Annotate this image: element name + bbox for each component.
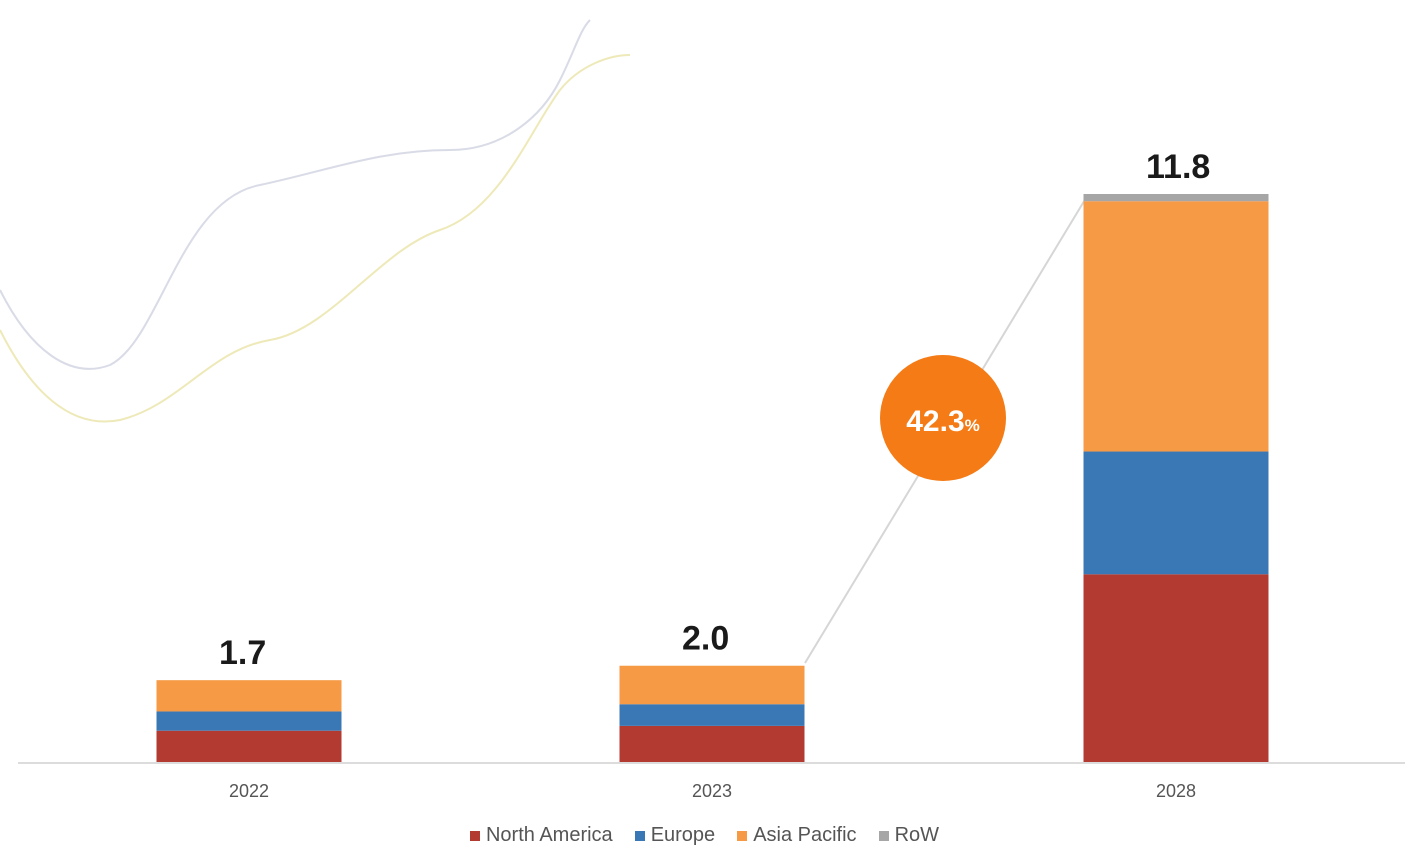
legend-item-north-america: North America (469, 824, 613, 847)
bar-segment-europe-2022 (156, 711, 342, 731)
legend-label-asia-pacific: Asia Pacific (753, 824, 857, 846)
legend-swatch-row (878, 830, 889, 841)
bar-segment-asia-pacific-2028 (1083, 201, 1269, 452)
chart-legend: North America Europe Asia Pacific RoW (0, 824, 1409, 847)
legend-item-europe: Europe (634, 824, 716, 847)
cagr-value: 42.3 (906, 405, 964, 438)
bar-segment-north-america-2022 (156, 730, 342, 762)
bar-segment-asia-pacific-2022 (156, 680, 342, 712)
x-tick-label-2023: 2023 (692, 781, 732, 801)
legend-label-europe: Europe (650, 824, 716, 846)
legend-swatch-north-america (469, 830, 480, 841)
bar-segment-north-america-2023 (619, 725, 805, 762)
decorative-swoosh-yellow (0, 54, 631, 423)
bar-total-label-2022: 1.7 (219, 634, 266, 672)
legend-swatch-europe (634, 830, 645, 841)
bar-segment-europe-2023 (619, 704, 805, 726)
legend-swatch-asia-pacific (737, 830, 748, 841)
x-tick-label-2022: 2022 (229, 781, 269, 801)
cagr-unit: % (965, 416, 980, 435)
bar-total-label-2028: 11.8 (1146, 148, 1210, 186)
bar-segment-north-america-2028 (1083, 574, 1269, 762)
bar-segment-row-2028 (1083, 194, 1269, 202)
cagr-badge: 42.3% (880, 355, 1006, 481)
bar-segment-asia-pacific-2023 (619, 665, 805, 705)
decorative-swoosh-gray (0, 19, 591, 370)
bar-segment-europe-2028 (1083, 451, 1269, 575)
legend-label-north-america: North America (485, 824, 613, 846)
cagr-badge-circle (880, 355, 1006, 481)
legend-item-row: RoW (878, 824, 940, 847)
bar-total-label-2023: 2.0 (682, 620, 729, 658)
svg-text:42.3%: 42.3% (906, 405, 980, 438)
legend-item-asia-pacific: Asia Pacific (737, 824, 857, 847)
bars-layer (156, 194, 1269, 762)
labels-layer: 1.7 2022 2.0 2023 11.8 2028 (219, 148, 1210, 801)
x-tick-label-2028: 2028 (1156, 781, 1196, 801)
legend-label-row: RoW (894, 824, 940, 846)
